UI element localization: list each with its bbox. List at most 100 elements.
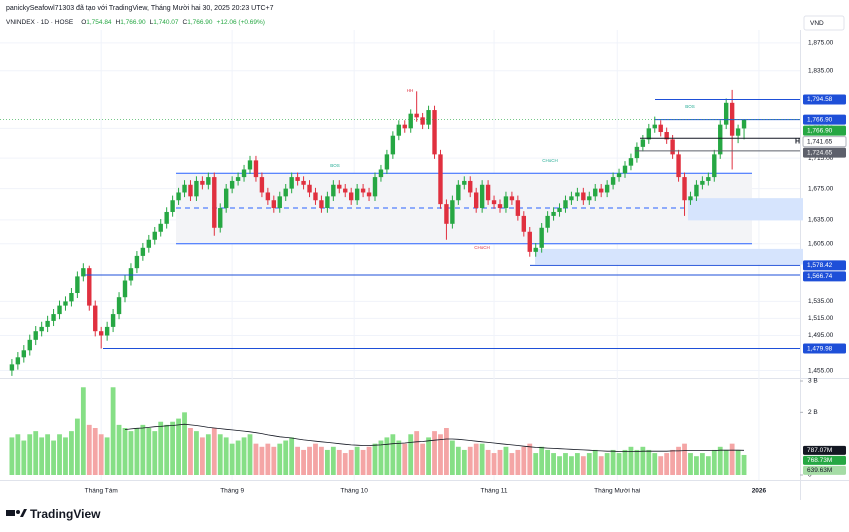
candle-body — [164, 211, 169, 224]
candle-body — [384, 154, 390, 170]
candle-body — [104, 326, 110, 336]
candle-body — [241, 169, 247, 178]
candle-body — [75, 276, 80, 294]
volume-bar — [116, 424, 122, 475]
volume-label-bg — [803, 465, 846, 475]
candle-body — [27, 339, 32, 351]
candle-body — [39, 326, 44, 332]
logo-text: TradingView — [30, 507, 101, 521]
volume-bar — [652, 453, 658, 475]
candle-body — [420, 117, 425, 125]
volume-bar — [640, 446, 646, 475]
volume-bar — [479, 443, 485, 475]
candle-body — [718, 124, 723, 155]
candle-body — [491, 200, 497, 205]
volume-bar — [134, 428, 140, 475]
candle-body — [128, 268, 134, 281]
volume-bar — [45, 434, 51, 475]
candle-body — [432, 110, 437, 155]
legend: VNINDEX · 1D · HOSE O1,754.84 H1,766.90 L1,… — [6, 19, 265, 26]
candle-body — [229, 180, 235, 189]
candle-body — [575, 192, 580, 197]
candle-body — [658, 124, 663, 133]
ohlc-value: 1,766.90 — [120, 19, 146, 26]
volume-tick-label: 2 B — [808, 409, 818, 416]
volume-bar — [705, 456, 711, 475]
candle-body — [640, 139, 646, 147]
volume-bar — [527, 443, 533, 475]
volume-bar — [313, 443, 318, 475]
candle-body — [360, 188, 366, 193]
candle-body — [473, 192, 479, 209]
volume-bar — [622, 449, 628, 475]
candle-body — [569, 196, 574, 201]
volume-bar — [307, 446, 312, 475]
candle-body — [15, 357, 21, 365]
volume-bar — [449, 440, 455, 475]
level-marker: H — [795, 138, 800, 145]
volume-bar — [86, 424, 92, 475]
volume-bar — [586, 453, 592, 475]
candle-body — [110, 314, 116, 327]
candle-body — [33, 331, 38, 340]
volume-bar — [199, 437, 205, 475]
candle-body — [116, 297, 122, 315]
x-tick-label: Tháng 9 — [220, 488, 244, 495]
volume-bar — [164, 424, 170, 475]
candle-body — [271, 200, 277, 209]
volume-bar — [229, 443, 235, 475]
y-tick-label: 1,635.00 — [808, 217, 834, 224]
volume-bar — [182, 412, 187, 475]
volume-bar — [128, 431, 134, 475]
volume-bar — [21, 440, 27, 475]
candle-body — [57, 305, 62, 315]
volume-bar — [658, 456, 664, 475]
candle-body — [723, 102, 729, 125]
candle-body — [313, 192, 318, 201]
volume-label: 639.63M — [807, 467, 832, 474]
volume-bar — [372, 443, 378, 475]
volume-bar — [694, 456, 699, 475]
volume-bar — [176, 418, 181, 475]
volume-tick-label: 0 — [808, 472, 812, 479]
level-label: 1,566.74 — [807, 273, 833, 280]
volume-bar — [319, 446, 324, 475]
volume-bar — [491, 453, 497, 475]
y-tick-label: 1,495.00 — [808, 332, 834, 339]
candle-body — [307, 184, 312, 193]
y-tick-label: 1,715.00 — [808, 155, 834, 162]
annotation: CHoCH — [474, 245, 490, 250]
volume-bar — [610, 449, 616, 475]
level-label: 1,741.65 — [807, 138, 833, 145]
ohlc-prefix: H — [116, 19, 121, 26]
level-label: 1,766.90 — [807, 116, 833, 123]
candle-body — [354, 188, 360, 201]
volume-bar — [265, 443, 271, 475]
volume-bar — [289, 437, 295, 475]
y-tick-label: 1,675.00 — [808, 185, 834, 192]
currency-box — [803, 15, 845, 31]
ohlc-prefix: L — [150, 19, 154, 26]
candle-body — [194, 180, 199, 197]
candle-body — [634, 146, 640, 159]
volume-tick-label: 3 B — [808, 378, 818, 385]
candle-body — [527, 231, 532, 252]
logo-icon — [20, 509, 27, 517]
volume-bar — [676, 446, 681, 475]
annotation: BOS — [685, 104, 695, 109]
candle-body — [652, 124, 657, 129]
volume-bar — [545, 449, 551, 475]
y-tick-label: 1,835.00 — [808, 67, 834, 74]
candle-body — [212, 177, 217, 228]
x-tick-label: Tháng 10 — [340, 488, 368, 495]
volume-bar — [247, 434, 253, 475]
candle-body — [456, 184, 461, 201]
logo-icon — [6, 510, 15, 516]
candle-body — [616, 173, 622, 178]
level-label-bg — [802, 136, 847, 148]
volume-bar — [15, 434, 21, 475]
volume-label-bg — [803, 455, 846, 465]
volume-bar — [342, 453, 348, 475]
candle-body — [146, 239, 152, 248]
candle-body — [51, 314, 56, 321]
